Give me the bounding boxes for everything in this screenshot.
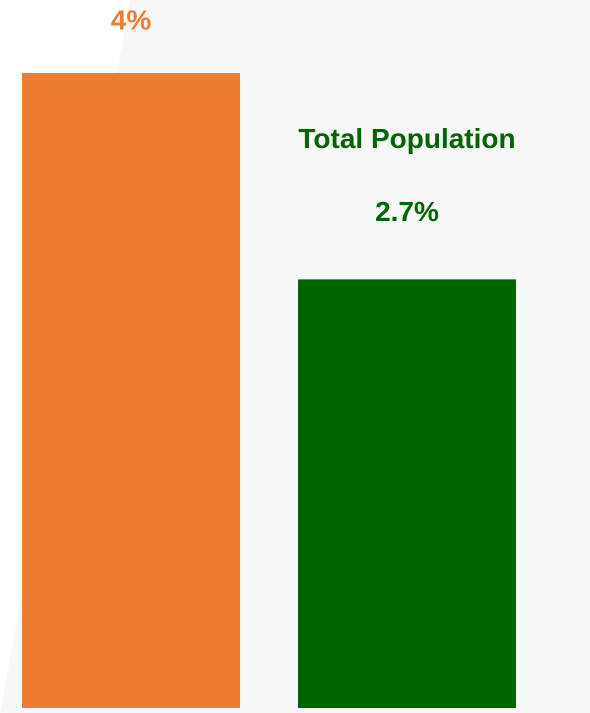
value-label: 4% [111,4,152,35]
bar [298,279,516,708]
bar [22,73,240,708]
value-label: 2.7% [375,196,439,227]
category-label: Total Population [298,123,515,154]
